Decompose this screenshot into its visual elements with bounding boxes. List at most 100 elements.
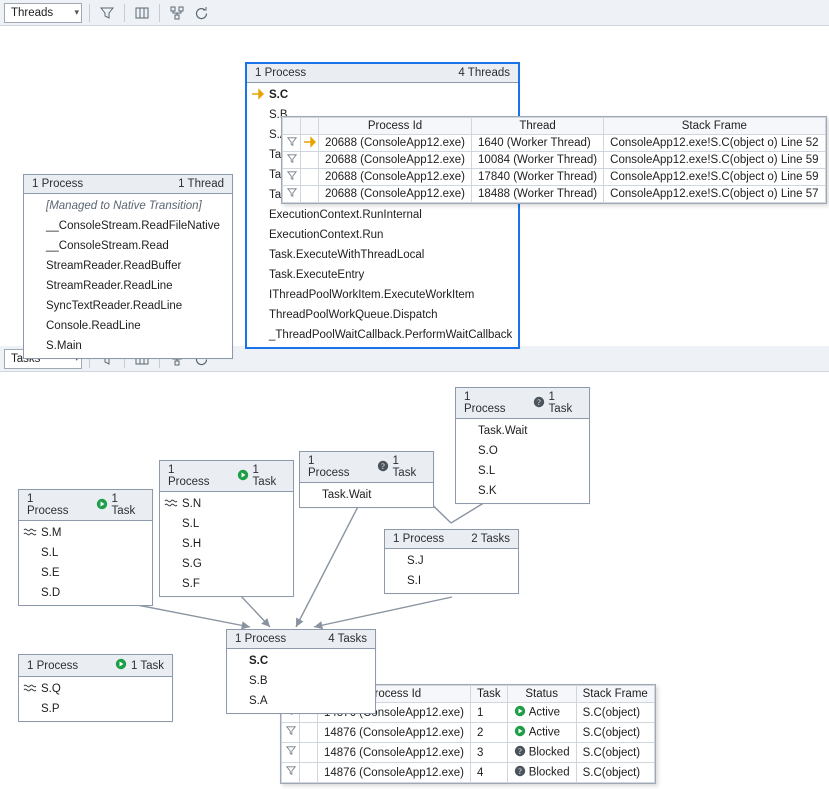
- table-row[interactable]: 14876 (ConsoleApp12.exe)2ActiveS.C(objec…: [282, 723, 655, 743]
- col-stackframe[interactable]: Stack Frame: [604, 118, 825, 135]
- panel-header-process: 1 Process: [27, 493, 78, 517]
- dependency-arrow: [314, 597, 452, 627]
- stack-frame-row[interactable]: S.F: [160, 574, 293, 594]
- panel-header-tasks: 1 Task: [549, 391, 581, 415]
- stack-frame-label: S.L: [182, 518, 199, 530]
- current-cell: [301, 152, 319, 169]
- stack-frame-row[interactable]: __ConsoleStream.ReadFileNative: [24, 216, 232, 236]
- table-row[interactable]: 14876 (ConsoleApp12.exe)4?BlockedS.C(obj…: [282, 763, 655, 783]
- current-cell: [300, 723, 318, 743]
- stack-frame-row[interactable]: S.O: [456, 441, 589, 461]
- stack-frame-row[interactable]: S.C: [247, 85, 518, 105]
- stack-frame-row[interactable]: IThreadPoolWorkItem.ExecuteWorkItem: [247, 285, 518, 305]
- stack-frame-row[interactable]: Task.ExecuteEntry: [247, 265, 518, 285]
- stack-frame-row[interactable]: Task.Wait: [456, 421, 589, 441]
- view-dropdown[interactable]: Threads ▾: [4, 3, 82, 23]
- svg-text:?: ?: [518, 747, 522, 756]
- task-panel[interactable]: 1 Process?1 TaskTask.Wait: [299, 451, 434, 508]
- current-cell: [301, 135, 319, 152]
- hierarchy-icon[interactable]: [167, 3, 187, 23]
- stack-frame-row[interactable]: StreamReader.ReadLine: [24, 276, 232, 296]
- filter-cell[interactable]: [282, 723, 300, 743]
- stack-frame-label: Task.Wait: [478, 425, 527, 437]
- task-panel[interactable]: 1 Process1 TaskS.QS.P: [18, 654, 173, 722]
- thread-panel-main[interactable]: 1 Process 1 Thread [Managed to Native Tr…: [23, 174, 233, 359]
- stack-frame-row[interactable]: S.L: [160, 514, 293, 534]
- stack-frame-row[interactable]: S.Q: [19, 679, 172, 699]
- task-panel[interactable]: 1 Process1 TaskS.NS.LS.HS.GS.F: [159, 460, 294, 597]
- col-stackframe[interactable]: Stack Frame: [576, 686, 654, 703]
- stack-frame-row[interactable]: Task.Wait: [300, 485, 433, 505]
- stack-frame-row[interactable]: Task.ExecuteWithThreadLocal: [247, 245, 518, 265]
- refresh-icon[interactable]: [191, 3, 211, 23]
- stack-frame-row[interactable]: S.J: [385, 551, 518, 571]
- stack-frame-label: ExecutionContext.Run: [269, 229, 383, 241]
- cell-stackframe: ConsoleApp12.exe!S.C(object o) Line 59: [604, 152, 825, 169]
- stack-frame-row[interactable]: S.B: [227, 671, 375, 691]
- stack-frame-row[interactable]: SyncTextReader.ReadLine: [24, 296, 232, 316]
- stack-frame-row[interactable]: S.Main: [24, 336, 232, 356]
- stack-frame-row[interactable]: S.L: [19, 543, 152, 563]
- filter-cell[interactable]: [283, 152, 301, 169]
- play-icon: [115, 658, 127, 673]
- cell-stackframe: S.C(object): [576, 723, 654, 743]
- stack-frame-label: Task.ExecuteWithThreadLocal: [269, 249, 424, 261]
- stack-frame-row[interactable]: S.H: [160, 534, 293, 554]
- stack-frame-row[interactable]: __ConsoleStream.Read: [24, 236, 232, 256]
- table-row[interactable]: 20688 (ConsoleApp12.exe)17840 (Worker Th…: [283, 169, 826, 186]
- stack-frame-row[interactable]: S.E: [19, 563, 152, 583]
- stack-frame-row[interactable]: [Managed to Native Transition]: [24, 196, 232, 216]
- filter-cell[interactable]: [282, 743, 300, 763]
- cell-thread: 17840 (Worker Thread): [472, 169, 604, 186]
- stack-frame-row[interactable]: ExecutionContext.RunInternal: [247, 205, 518, 225]
- col-processid[interactable]: Process Id: [319, 118, 472, 135]
- task-panel[interactable]: 1 Process?1 TaskTask.WaitS.OS.LS.K: [455, 387, 590, 504]
- panel-body: [Managed to Native Transition]__ConsoleS…: [24, 194, 232, 358]
- panel-header-process: 1 Process: [255, 67, 306, 79]
- task-panel[interactable]: 1 Process2 TasksS.JS.I: [384, 529, 519, 594]
- col-thread[interactable]: Thread: [472, 118, 604, 135]
- panel-body: S.N S.L S.H S.GS.F: [160, 492, 293, 596]
- stack-frame-label: S.N: [182, 498, 201, 510]
- cell-task: 1: [471, 703, 508, 723]
- filter-cell[interactable]: [283, 186, 301, 203]
- stack-frame-row[interactable]: S.N: [160, 494, 293, 514]
- stack-frame-row[interactable]: S.I: [385, 571, 518, 591]
- stack-frame-row[interactable]: _ThreadPoolWaitCallback.PerformWaitCallb…: [247, 325, 518, 345]
- stack-frame-row[interactable]: Console.ReadLine: [24, 316, 232, 336]
- col-task[interactable]: Task: [471, 686, 508, 703]
- filter-cell[interactable]: [283, 169, 301, 186]
- task-panel[interactable]: 1 Process4 TasksS.CS.BS.A: [226, 629, 376, 714]
- panel-body: S.MS.LS.ES.D: [19, 521, 152, 605]
- stack-frame-label: S.H: [182, 538, 201, 550]
- stack-frame-row[interactable]: S.M: [19, 523, 152, 543]
- panel-header-process: 1 Process: [393, 533, 444, 545]
- stack-frame-label: ExecutionContext.RunInternal: [269, 209, 422, 221]
- stack-frame-row[interactable]: ThreadPoolWorkQueue.Dispatch: [247, 305, 518, 325]
- stack-frame-row[interactable]: S.L: [456, 461, 589, 481]
- columns-icon[interactable]: [132, 3, 152, 23]
- panel-header-tasks: 1 Task: [112, 493, 144, 517]
- stack-frame-row[interactable]: S.A: [227, 691, 375, 711]
- table-row[interactable]: 20688 (ConsoleApp12.exe)18488 (Worker Th…: [283, 186, 826, 203]
- table-row[interactable]: 20688 (ConsoleApp12.exe)10084 (Worker Th…: [283, 152, 826, 169]
- table-row[interactable]: 20688 (ConsoleApp12.exe)1640 (Worker Thr…: [283, 135, 826, 152]
- stack-frame-row[interactable]: ExecutionContext.Run: [247, 225, 518, 245]
- col-status[interactable]: Status: [507, 686, 576, 703]
- toolbar-separator: [124, 4, 125, 22]
- task-panel[interactable]: 1 Process 1 Task S.MS.LS.ES.D: [18, 489, 153, 606]
- toolbar-separator: [89, 4, 90, 22]
- filter-cell[interactable]: [282, 763, 300, 783]
- thread-panel-selected[interactable]: 1 Process 4 Threads S.CS.BS.ATaskTaskTas…: [245, 62, 520, 349]
- stack-frame-row[interactable]: StreamReader.ReadBuffer: [24, 256, 232, 276]
- filter-icon[interactable]: [97, 3, 117, 23]
- stack-frame-row[interactable]: S.K: [456, 481, 589, 501]
- stack-frame-row[interactable]: S.C: [227, 651, 375, 671]
- stack-frame-row[interactable]: S.P: [19, 699, 172, 719]
- stack-frame-row[interactable]: S.D: [19, 583, 152, 603]
- table-row[interactable]: 14876 (ConsoleApp12.exe)3?BlockedS.C(obj…: [282, 743, 655, 763]
- cell-stackframe: ConsoleApp12.exe!S.C(object o) Line 59: [604, 169, 825, 186]
- stack-frame-row[interactable]: S.G: [160, 554, 293, 574]
- filter-cell[interactable]: [283, 135, 301, 152]
- async-icon: [164, 496, 178, 510]
